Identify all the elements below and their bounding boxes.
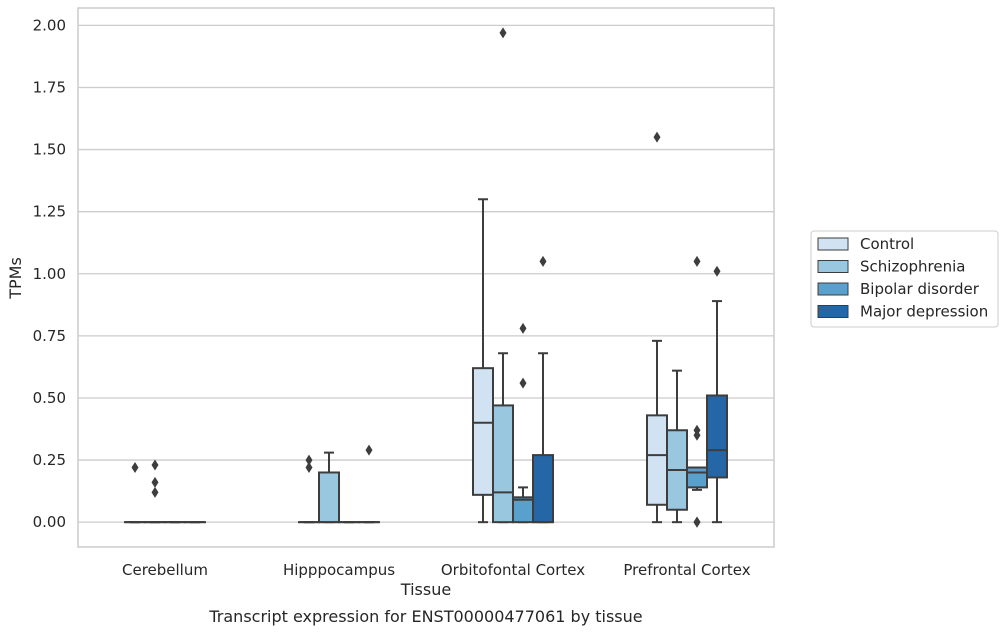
outlier-point	[519, 322, 527, 334]
y-tick-label: 1.00	[33, 265, 66, 283]
box-iqr	[318, 471, 340, 524]
legend-frame	[810, 230, 999, 328]
legend-swatch	[817, 260, 849, 273]
outlier-point	[693, 255, 701, 267]
box-control	[646, 131, 668, 524]
x-axis-label: Tissue	[400, 580, 451, 599]
legend-swatch	[817, 237, 849, 251]
box-major-depression	[706, 265, 728, 524]
outlier-point	[539, 255, 547, 267]
outlier-point	[305, 462, 313, 474]
box-iqr	[532, 454, 554, 524]
y-tick-label: 0.75	[33, 327, 66, 345]
box-schizophrenia	[144, 459, 166, 524]
legend-swatch	[817, 305, 849, 318]
box-major-depression	[358, 444, 380, 524]
box-iqr	[472, 367, 494, 496]
legend-label: Schizophrenia	[860, 258, 965, 276]
box-control	[472, 198, 494, 524]
y-tick-label: 0.00	[33, 513, 66, 531]
x-tick-label: Cerebellum	[122, 561, 208, 579]
legend-label: Bipolar disorder	[860, 280, 980, 298]
box-bipolar-disorder	[686, 255, 708, 528]
box-major-depression	[532, 255, 554, 524]
box-schizophrenia	[318, 451, 340, 524]
y-tick-label: 1.25	[33, 203, 66, 221]
box-schizophrenia	[492, 27, 514, 524]
y-tick-label: 1.50	[33, 141, 66, 159]
y-axis-label: TPMs	[6, 257, 25, 300]
outlier-point	[693, 424, 701, 436]
x-tick-label: Prefrontal Cortex	[623, 561, 750, 579]
box-control	[298, 454, 320, 524]
x-axis-ticks: Cerebellum Hipppocampus Orbitofontal Corte…	[122, 561, 751, 579]
outlier-point	[519, 377, 527, 389]
y-tick-label: 1.75	[33, 78, 66, 96]
legend-label: Control	[860, 235, 914, 253]
legend: Control Schizophrenia Bipolar disorder Majo…	[810, 230, 999, 328]
outlier-point	[305, 454, 313, 466]
y-tick-label: 2.00	[33, 16, 66, 34]
outlier-point	[693, 516, 701, 528]
box-iqr	[686, 466, 708, 489]
outlier-point	[131, 462, 139, 474]
outlier-point	[151, 459, 159, 471]
y-axis-ticks: 0.00 0.25 0.50 0.75 1.00 1.25 1.50 1.75 2.00	[33, 16, 66, 531]
outlier-point	[365, 444, 373, 456]
y-tick-label: 0.50	[33, 389, 66, 407]
chart-caption: Transcript expression for ENST0000047706…	[208, 607, 642, 626]
outlier-point	[713, 265, 721, 277]
box-iqr	[646, 414, 668, 506]
outlier-point	[653, 131, 661, 143]
x-tick-label: Orbitofontal Cortex	[441, 561, 585, 579]
box-schizophrenia	[666, 369, 688, 524]
box-iqr	[512, 496, 534, 524]
box-iqr	[706, 394, 728, 479]
legend-swatch	[817, 282, 849, 296]
plot-frame	[77, 7, 775, 548]
box-iqr	[492, 404, 514, 524]
box-control	[124, 462, 146, 524]
x-tick-label: Hipppocampus	[283, 561, 395, 579]
legend-label: Major depression	[860, 303, 988, 321]
box-bipolar-disorder	[512, 322, 534, 524]
outlier-point	[151, 486, 159, 498]
outlier-point	[151, 476, 159, 488]
outlier-point	[499, 27, 507, 39]
boxes	[124, 27, 728, 528]
gridlines	[78, 24, 774, 523]
y-tick-label: 0.25	[33, 451, 66, 469]
